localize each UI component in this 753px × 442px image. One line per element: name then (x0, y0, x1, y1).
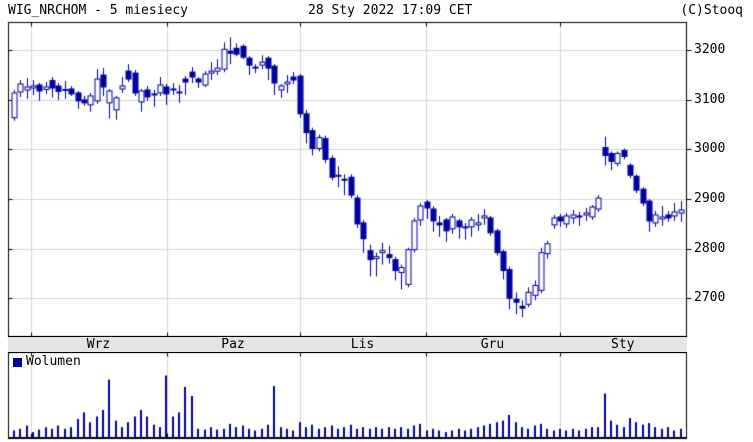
chart-source-credit: (C)Stooq (680, 3, 743, 18)
x-axis-month-label: Lis (350, 337, 375, 352)
x-axis-month-label: Gru (480, 337, 505, 352)
chart-timestamp: 28 Sty 2022 17:09 CET (308, 3, 473, 18)
x-axis-month-label: Wrz (86, 337, 111, 352)
y-axis-tick-label: 2800 (694, 240, 726, 256)
y-axis-tick-label: 2900 (694, 191, 726, 207)
y-axis-tick-label: 3000 (694, 141, 726, 157)
y-axis-tick-label: 2700 (694, 290, 726, 306)
x-axis-month-label: Sty (611, 337, 635, 352)
x-axis-month-strip: Wrz Paz Lis Gru Sty (8, 336, 687, 353)
x-axis-month-label: Paz (221, 337, 245, 352)
y-axis-tick-label: 3100 (694, 91, 726, 107)
volume-legend-label: Wolumen (26, 354, 81, 369)
volume-legend-swatch-icon (13, 358, 22, 367)
y-axis-tick-label: 3200 (694, 42, 726, 58)
chart-title: WIG_NRCHOM - 5 miesiecy (8, 3, 189, 18)
